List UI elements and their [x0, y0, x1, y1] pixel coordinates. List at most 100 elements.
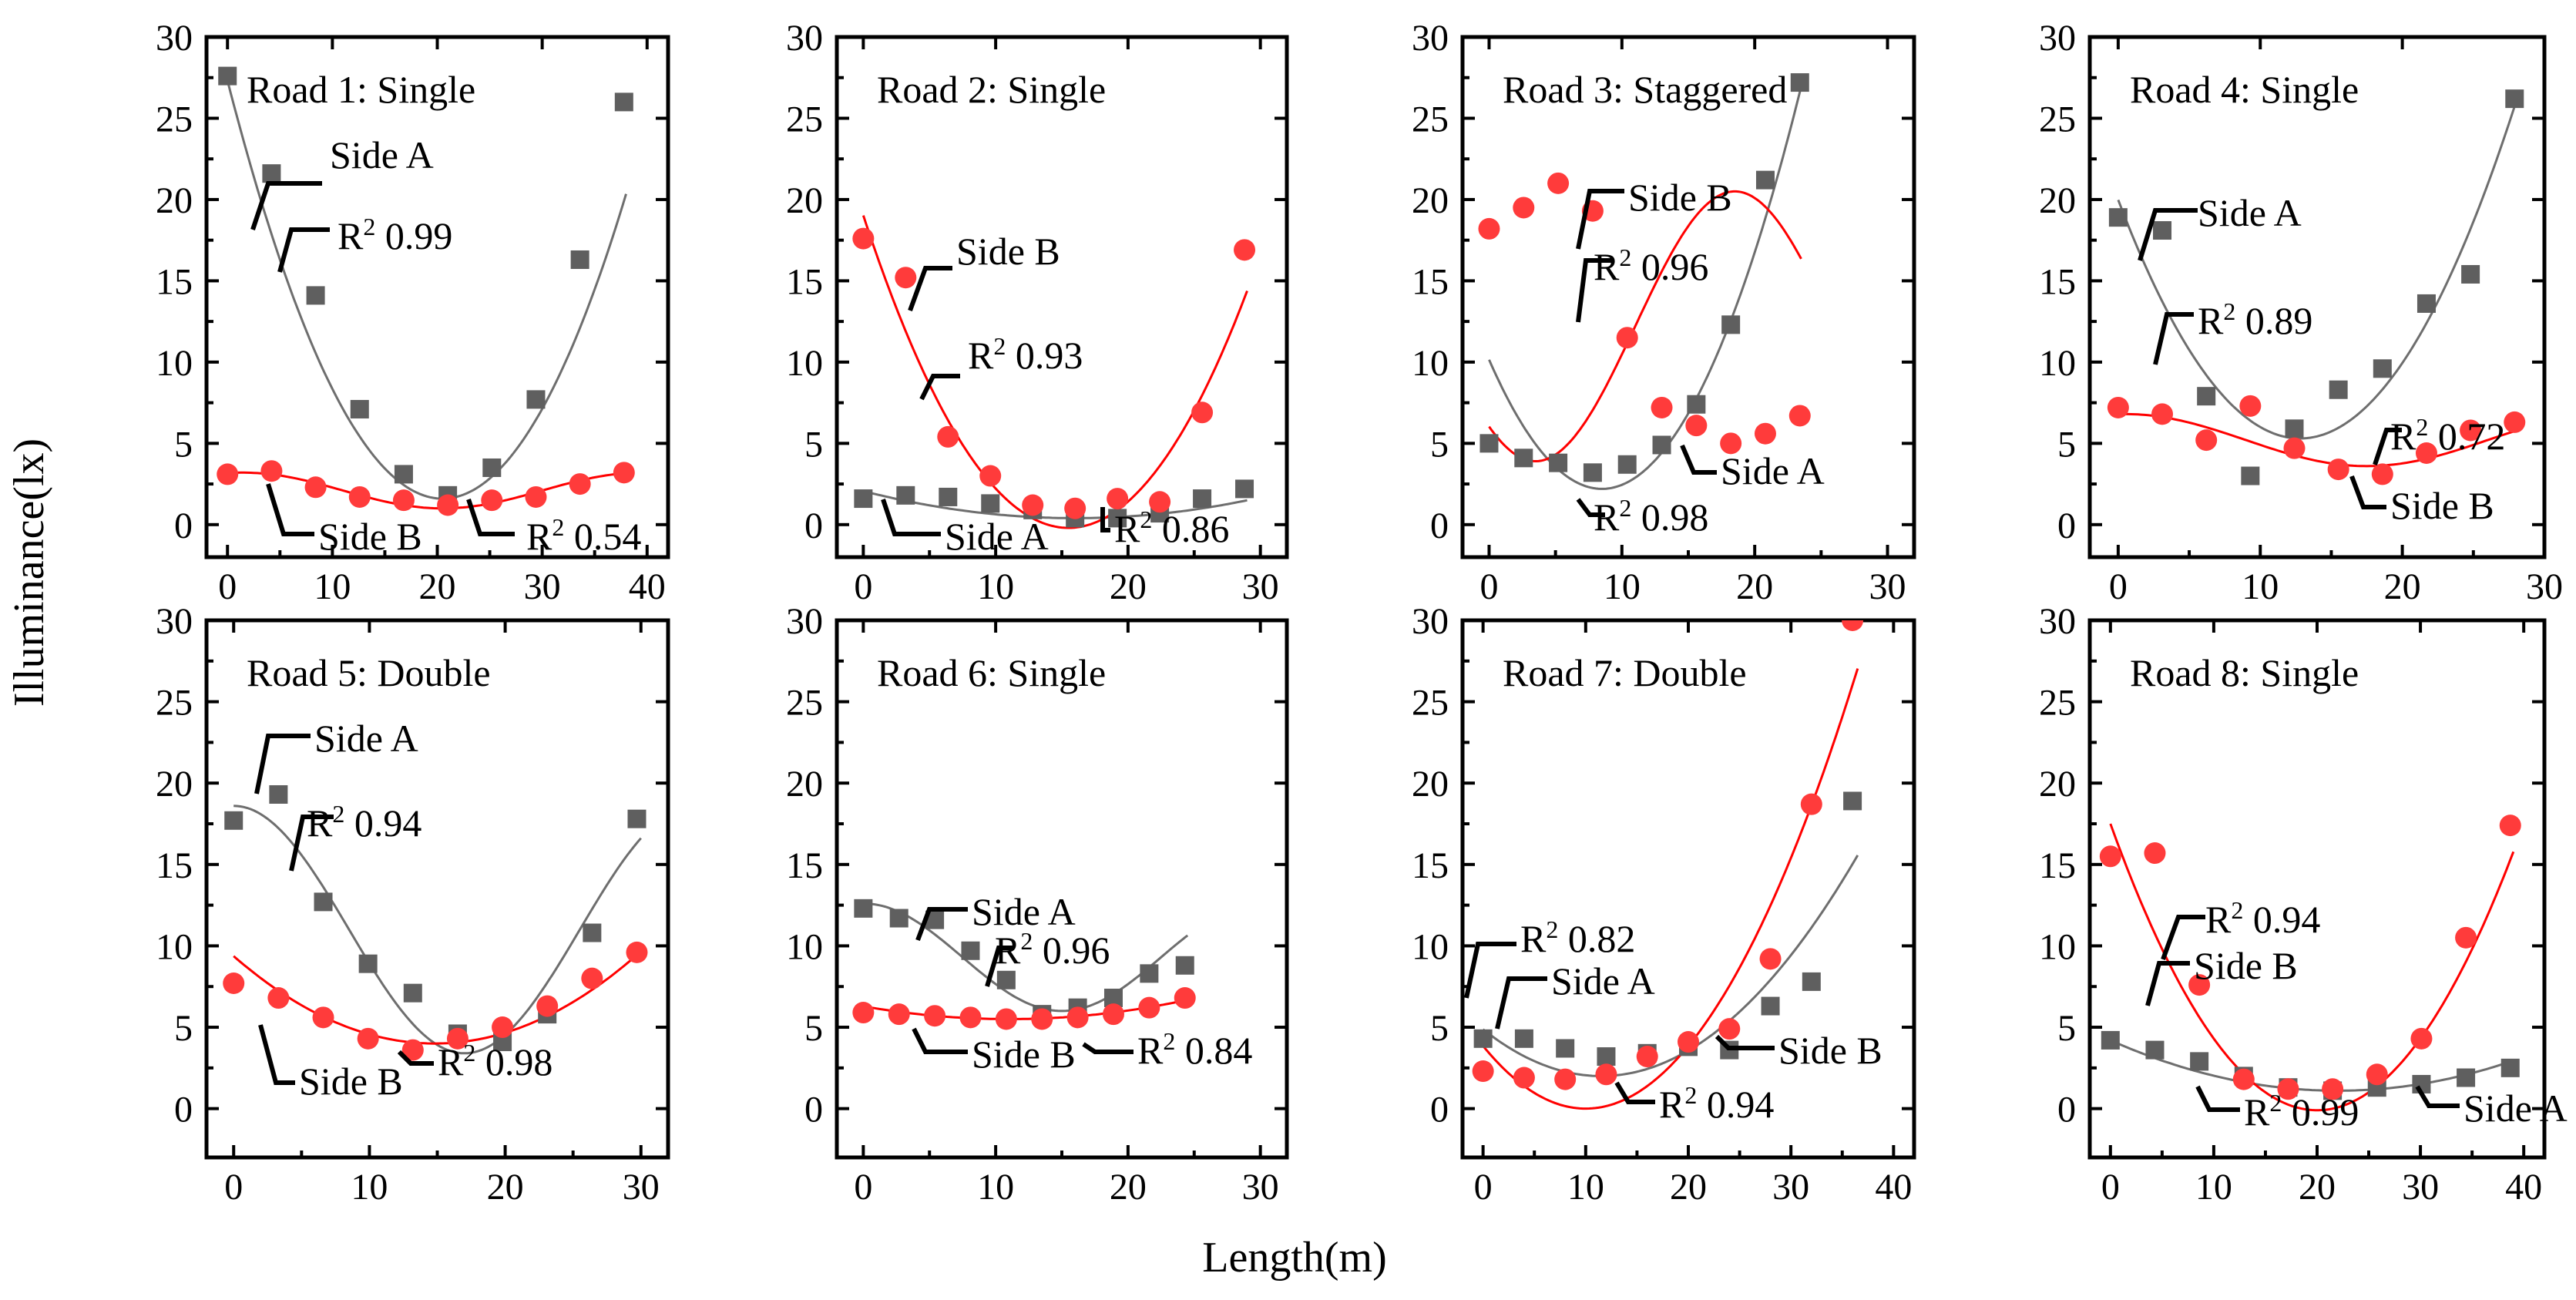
y-tick-label: 15: [1412, 261, 1449, 302]
point-side-a: [2461, 264, 2480, 284]
y-tick-label: 0: [804, 1090, 823, 1130]
annotation-label: Side A: [2463, 1087, 2568, 1130]
x-tick-label: 10: [2242, 566, 2279, 607]
point-side-b: [569, 473, 591, 495]
point-side-b: [1138, 996, 1160, 1019]
x-tick-label: 10: [314, 566, 351, 607]
point-side-a: [1108, 509, 1127, 528]
y-tick-label: 0: [2057, 1090, 2076, 1130]
point-side-b: [1754, 422, 1776, 445]
point-side-a: [262, 164, 281, 183]
fit-line-side-a: [226, 80, 627, 500]
annotation-leader: [254, 734, 311, 794]
point-side-b: [1616, 327, 1638, 349]
point-side-a: [218, 66, 237, 86]
annotation-leader: [2373, 428, 2402, 465]
y-tick-label: 15: [786, 261, 823, 302]
annotation-label: Side A: [972, 890, 1076, 933]
point-side-a: [1193, 489, 1212, 509]
point-side-b: [2504, 411, 2526, 433]
point-side-b: [392, 489, 415, 512]
point-side-b: [1031, 1008, 1053, 1030]
panel-title: Road 5: Double: [247, 651, 491, 694]
annotation-label: Side A: [945, 515, 1049, 558]
y-tick-label: 0: [1430, 506, 1449, 546]
y-tick-label: 0: [2057, 506, 2076, 546]
y-tick-label: 10: [156, 926, 193, 967]
y-tick-label: 30: [156, 18, 193, 59]
annotation-label: Side B: [299, 1060, 403, 1103]
point-side-a: [896, 485, 915, 505]
annotation-label: Side A: [330, 133, 434, 176]
annotation-leader: [1680, 444, 1717, 475]
plot-area: [2099, 815, 2521, 1112]
point-side-a: [1514, 1029, 1533, 1048]
annotation-leader: [1100, 507, 1110, 532]
x-tick-label: 30: [1869, 566, 1906, 607]
annotation-label: R2 0.96: [1594, 244, 1708, 288]
y-tick-label: 10: [786, 343, 823, 384]
annotation-leader: [2349, 475, 2386, 509]
point-side-a: [2108, 208, 2128, 227]
x-tick-label: 30: [1242, 566, 1279, 607]
point-side-b: [2460, 419, 2482, 442]
annotation-label: Side A: [2198, 191, 2302, 234]
annotation-leader: [250, 181, 322, 230]
point-side-b: [1174, 987, 1196, 1009]
plot-area: [1472, 620, 1864, 1110]
annotation-leader: [2195, 1085, 2240, 1112]
point-side-a: [627, 809, 647, 828]
point-side-b: [1720, 432, 1742, 455]
point-side-a: [224, 811, 243, 830]
y-tick-label: 20: [786, 180, 823, 221]
annotation-leader: [2161, 915, 2205, 961]
point-side-b: [626, 941, 648, 963]
point-side-b: [2366, 1063, 2388, 1086]
point-side-b: [852, 227, 875, 250]
point-side-a: [358, 954, 378, 973]
annotation-label: R2 0.72: [2390, 413, 2505, 458]
point-side-a: [2145, 1040, 2165, 1060]
annotation-label: R2 0.82: [1520, 915, 1635, 960]
x-tick-label: 10: [351, 1167, 388, 1208]
annotation-label: Side B: [2194, 944, 2298, 987]
annotation-leader: [2138, 208, 2198, 261]
point-side-b: [1759, 948, 1782, 970]
plot-area: [1478, 73, 1811, 490]
panel-5: 0 5 10 15 20 25 30 0 10 20 30 Road 5: Double Side A R…: [156, 601, 670, 1208]
point-side-b: [2099, 845, 2121, 868]
annotation-leader: [2153, 312, 2194, 365]
y-tick-label: 5: [2057, 424, 2076, 465]
x-tick-label: 0: [224, 1167, 243, 1208]
point-side-b: [1800, 793, 1822, 815]
y-tick-label: 10: [2039, 926, 2076, 967]
point-side-b: [348, 485, 371, 508]
y-tick-label: 25: [2039, 683, 2076, 724]
point-side-a: [1687, 395, 1706, 414]
annotation-leader: [1576, 498, 1605, 517]
annotation-label: Side B: [318, 515, 422, 558]
y-tick-label: 20: [156, 764, 193, 805]
annotation-label: R2 0.98: [1594, 494, 1708, 539]
y-tick-label: 0: [1430, 1090, 1449, 1130]
point-side-b: [2283, 437, 2306, 459]
x-tick-label: 40: [2505, 1167, 2542, 1208]
point-side-a: [314, 892, 333, 912]
annotation-label: R2 0.84: [1137, 1027, 1252, 1072]
fit-line-side-a: [1488, 86, 1802, 490]
y-tick-label: 15: [786, 845, 823, 886]
point-side-b: [2144, 842, 2166, 865]
x-tick-label: 30: [524, 566, 561, 607]
annotation-label: R2 0.86: [1114, 506, 1229, 550]
x-tick-label: 0: [1479, 566, 1498, 607]
y-tick-label: 5: [174, 1008, 193, 1049]
x-tick-label: 20: [1670, 1167, 1707, 1208]
y-tick-label: 10: [2039, 343, 2076, 384]
point-side-b: [2151, 403, 2174, 425]
panel-title: Road 4: Single: [2130, 68, 2359, 111]
x-tick-label: 30: [623, 1167, 660, 1208]
point-side-b: [2232, 1068, 2255, 1090]
x-tick-label: 40: [1875, 1167, 1912, 1208]
annotation-leader: [1576, 258, 1613, 323]
